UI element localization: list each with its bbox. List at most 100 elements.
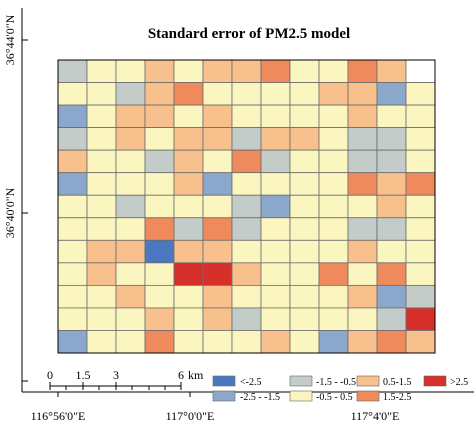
grid-cell bbox=[289, 239, 320, 264]
grid-cell bbox=[347, 59, 378, 83]
grid-cell bbox=[318, 172, 349, 196]
grid-cell bbox=[405, 262, 436, 286]
grid-cell bbox=[144, 284, 175, 309]
grid-cell bbox=[202, 307, 233, 331]
legend-swatch bbox=[212, 375, 236, 387]
grid-cell bbox=[289, 307, 320, 331]
grid-cell bbox=[376, 149, 407, 174]
legend-swatch bbox=[212, 390, 236, 402]
grid-cell bbox=[376, 307, 407, 331]
grid-cell bbox=[318, 262, 349, 286]
grid-cell bbox=[144, 59, 175, 83]
grid-cell bbox=[202, 217, 233, 241]
grid-cell bbox=[289, 284, 320, 309]
grid-cell bbox=[376, 239, 407, 264]
grid-cell bbox=[260, 104, 291, 129]
grid-cell bbox=[231, 194, 262, 219]
grid-cell bbox=[202, 239, 233, 264]
grid-cell bbox=[57, 262, 88, 286]
grid-cell bbox=[405, 307, 436, 331]
lon-label: 116°56'0"E bbox=[31, 409, 86, 423]
grid-cell bbox=[86, 239, 117, 264]
grid-cell bbox=[86, 104, 117, 129]
grid-cell bbox=[405, 217, 436, 241]
grid-cell bbox=[86, 194, 117, 219]
legend-label: >2.5 bbox=[450, 377, 468, 388]
scale-bar-tick-label: 0 bbox=[47, 368, 53, 382]
grid-cell bbox=[57, 330, 88, 354]
grid-cell bbox=[347, 194, 378, 219]
grid-cell bbox=[144, 217, 175, 241]
grid-cell bbox=[376, 284, 407, 309]
grid-cell bbox=[260, 149, 291, 174]
grid-cell bbox=[173, 262, 204, 286]
grid-cell bbox=[202, 59, 233, 83]
grid-cell bbox=[376, 194, 407, 219]
grid-cell bbox=[57, 284, 88, 309]
grid-cell bbox=[405, 172, 436, 196]
grid-cell bbox=[57, 59, 88, 83]
map-frame bbox=[57, 59, 436, 354]
grid-cell bbox=[202, 172, 233, 196]
grid-cell bbox=[347, 262, 378, 286]
grid-cell bbox=[202, 262, 233, 286]
grid-cell bbox=[202, 104, 233, 129]
grid-cell bbox=[144, 262, 175, 286]
grid-cell bbox=[260, 262, 291, 286]
grid-cell bbox=[260, 307, 291, 331]
grid-cell bbox=[376, 217, 407, 241]
grid-cell bbox=[347, 104, 378, 129]
grid-cell bbox=[144, 127, 175, 151]
grid-cell bbox=[318, 330, 349, 354]
grid-cell bbox=[115, 104, 146, 129]
grid-cell bbox=[347, 307, 378, 331]
grid-cell bbox=[144, 194, 175, 219]
grid-cell bbox=[289, 149, 320, 174]
grid-cell bbox=[231, 172, 262, 196]
legend-swatch bbox=[289, 375, 313, 387]
grid-cell bbox=[376, 172, 407, 196]
grid-cell bbox=[173, 172, 204, 196]
grid-cell bbox=[115, 172, 146, 196]
grid-cell bbox=[144, 172, 175, 196]
grid-cell bbox=[115, 239, 146, 264]
grid-cell bbox=[405, 239, 436, 264]
grid-cell bbox=[260, 127, 291, 151]
grid-cell bbox=[260, 82, 291, 106]
map-title: Standard error of PM2.5 model bbox=[148, 26, 350, 42]
grid-cell bbox=[57, 194, 88, 219]
grid-cell bbox=[405, 149, 436, 174]
grid-cell bbox=[405, 59, 436, 83]
grid-cell bbox=[376, 104, 407, 129]
grid-cell bbox=[115, 82, 146, 106]
grid-cells bbox=[57, 59, 436, 354]
legend-label: <-2.5 bbox=[240, 377, 261, 388]
grid-cell bbox=[86, 82, 117, 106]
grid-cell bbox=[231, 307, 262, 331]
grid-cell bbox=[57, 172, 88, 196]
scale-bar-tick-label: 1.5 bbox=[76, 368, 91, 382]
grid-cell bbox=[202, 284, 233, 309]
grid-cell bbox=[144, 307, 175, 331]
grid-cell bbox=[202, 149, 233, 174]
grid-cell bbox=[202, 82, 233, 106]
grid-cell bbox=[57, 82, 88, 106]
grid-cell bbox=[173, 104, 204, 129]
grid-cell bbox=[289, 262, 320, 286]
grid-cell bbox=[202, 127, 233, 151]
grid-cell bbox=[173, 217, 204, 241]
scale-bar: 0 1.5 3 6 km bbox=[47, 368, 204, 390]
grid-cell bbox=[115, 149, 146, 174]
grid-cell bbox=[86, 217, 117, 241]
grid-cell bbox=[115, 330, 146, 354]
grid-cell bbox=[231, 104, 262, 129]
grid-cell bbox=[405, 330, 436, 354]
grid-cell bbox=[57, 104, 88, 129]
grid-cell bbox=[144, 330, 175, 354]
grid-cell bbox=[115, 194, 146, 219]
legend-label: 0.5-1.5 bbox=[383, 377, 411, 388]
grid-cell bbox=[289, 59, 320, 83]
grid-cell bbox=[289, 127, 320, 151]
grid-cell bbox=[173, 330, 204, 354]
